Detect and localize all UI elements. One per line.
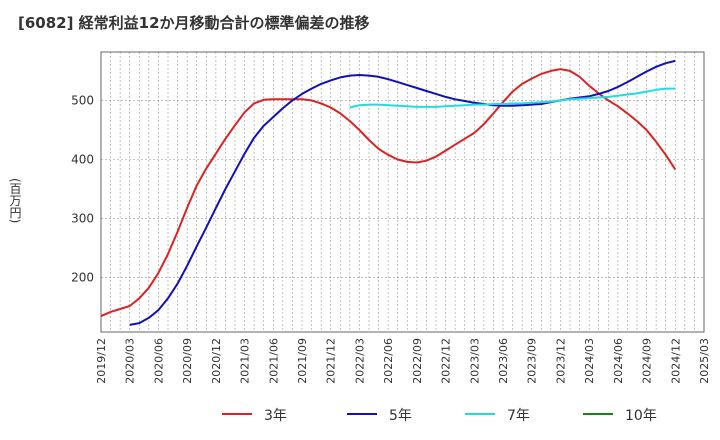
y-tick-label: 300 xyxy=(71,212,94,226)
y-tick-label: 200 xyxy=(71,271,94,285)
x-tick-label: 2020/06 xyxy=(152,338,165,384)
x-tick-label: 2024/06 xyxy=(612,338,625,384)
x-tick-label: 2021/09 xyxy=(296,338,309,384)
x-tick-label: 2023/09 xyxy=(526,338,539,384)
legend-label: 7年 xyxy=(507,408,530,424)
x-tick-label: 2021/12 xyxy=(325,338,338,384)
x-tick-label: 2024/03 xyxy=(583,338,596,384)
series-line-0 xyxy=(100,68,677,318)
y-tick-label: 500 xyxy=(71,93,94,107)
legend: 3年 5年 7年 10年 xyxy=(222,408,657,424)
x-tick-label: 2025/03 xyxy=(698,338,711,384)
y-tick-label: 400 xyxy=(71,153,94,167)
series-line-1 xyxy=(129,59,676,326)
legend-label: 10年 xyxy=(625,408,657,424)
grid xyxy=(100,52,705,332)
x-tick-label: 2023/06 xyxy=(497,338,510,384)
legend-label: 5年 xyxy=(389,408,412,424)
x-tick-label: 2023/03 xyxy=(468,338,481,384)
y-tick-labels: 200 300 400 500 xyxy=(71,93,94,284)
series-line-2 xyxy=(349,87,676,109)
series-lines xyxy=(100,59,677,326)
x-tick-label: 2022/06 xyxy=(382,338,395,384)
x-tick-label: 2022/09 xyxy=(411,338,424,384)
x-tick-label: 2021/03 xyxy=(239,338,252,384)
x-tick-label: 2020/03 xyxy=(124,338,137,384)
x-tick-label: 2024/12 xyxy=(669,338,682,384)
x-tick-label: 2020/12 xyxy=(210,338,223,384)
x-tick-label: 2023/12 xyxy=(554,338,567,384)
x-tick-label: 2022/03 xyxy=(353,338,366,384)
x-tick-label: 2024/09 xyxy=(641,338,654,384)
chart-title: [6082] 経常利益12か月移動合計の標準偏差の推移 xyxy=(18,14,370,32)
x-tick-label: 2022/12 xyxy=(440,338,453,384)
plot-area xyxy=(100,51,705,333)
x-tick-label: 2019/12 xyxy=(95,338,108,384)
x-tick-labels: 2019/12 2020/03 2020/06 2020/09 2020/12 2021/… xyxy=(95,338,711,384)
y-axis-label: (百万円) xyxy=(8,178,22,224)
x-tick-label: 2020/09 xyxy=(181,338,194,384)
x-tick-label: 2021/06 xyxy=(267,338,280,384)
legend-label: 3年 xyxy=(264,408,287,424)
